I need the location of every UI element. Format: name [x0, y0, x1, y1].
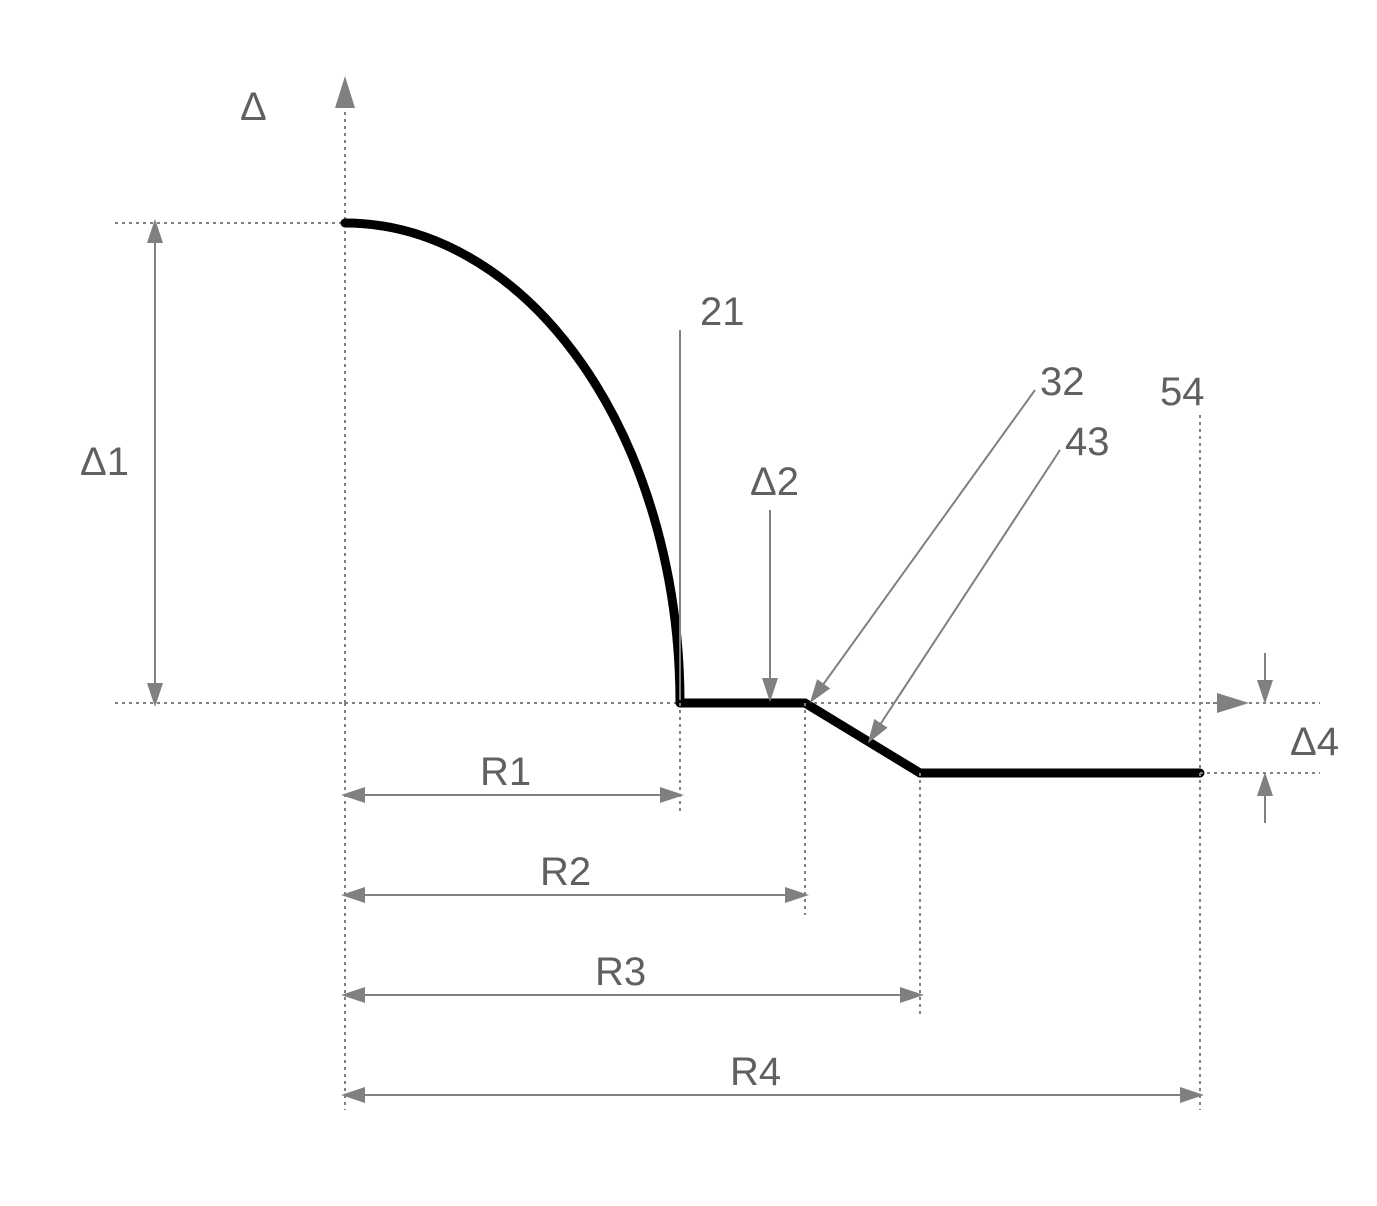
d4-label: Δ4	[1290, 720, 1339, 764]
callout-54: 54	[1160, 370, 1205, 414]
d2-label: Δ2	[750, 460, 799, 504]
r4-label: R4	[730, 1050, 781, 1094]
d1-label: Δ1	[80, 440, 129, 484]
y-axis-label: Δ	[240, 85, 267, 129]
r2-label: R2	[540, 850, 591, 894]
engineering-diagram: Δ Δ1 21 Δ2 32 43 54 Δ4 R1 R2 R3 R4	[0, 0, 1377, 1206]
callout-43: 43	[1065, 420, 1110, 464]
callout-32: 32	[1040, 360, 1085, 404]
r1-label: R1	[480, 750, 531, 794]
r3-label: R3	[595, 950, 646, 994]
callout-43-leader	[870, 450, 1060, 740]
callout-21: 21	[700, 290, 745, 334]
callout-32-leader	[812, 390, 1035, 700]
